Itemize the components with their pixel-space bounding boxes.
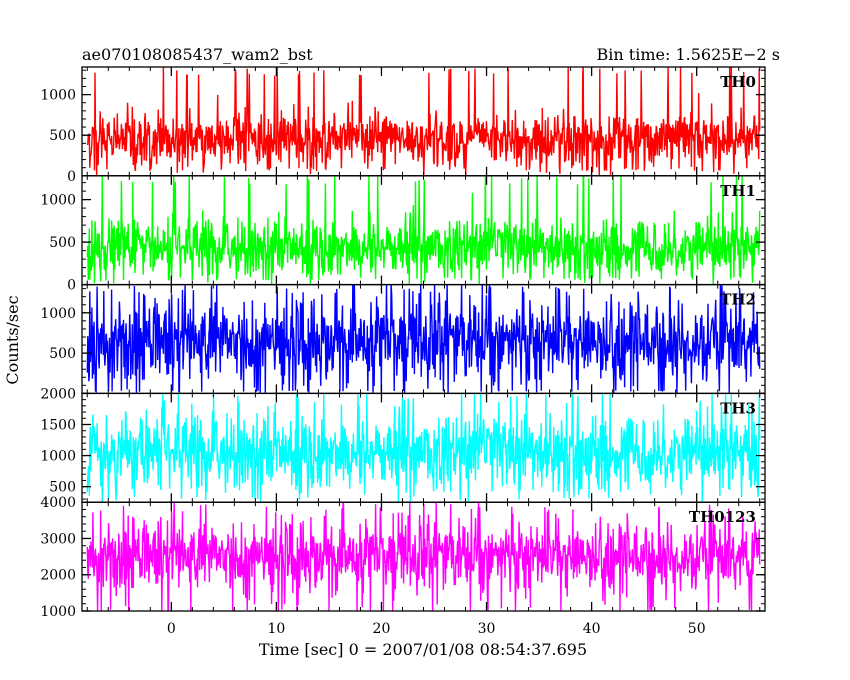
series-th0123 [86, 502, 761, 612]
y-tick-label: 500 [49, 346, 76, 362]
chart-title-right: Bin time: 1.5625E−2 s [597, 45, 780, 64]
y-tick-label: 1000 [40, 449, 76, 465]
series-th1 [86, 175, 761, 285]
panel-label: TH0123 [689, 508, 756, 526]
y-tick-label: 500 [49, 235, 76, 251]
y-tick-label: 4000 [40, 495, 76, 511]
y-tick-label: 0 [67, 169, 76, 185]
y-tick-label: 1500 [40, 417, 76, 433]
chart-title-left: ae070108085437_wam2_bst [82, 45, 313, 64]
panel-th1: 0 500 1000 TH1 [40, 175, 766, 294]
y-tick-label: 2000 [40, 386, 76, 402]
panel-th0: 0 500 1000 TH0 [40, 66, 766, 185]
y-tick-label: 0 [67, 278, 76, 294]
y-tick-label: 1000 [40, 88, 76, 104]
panel-label: TH3 [720, 399, 756, 417]
y-tick-label: 500 [49, 480, 76, 496]
x-tick-label: 20 [373, 621, 391, 637]
panels: 05001000TH005001000TH15001000TH250010001… [40, 66, 766, 637]
panel-label: TH0 [720, 73, 756, 91]
panel-th2: 500 1000 TH2 [40, 283, 766, 395]
panel-th0123: 1000 2000 3000 4000 TH0123 [40, 495, 766, 620]
series-th0 [86, 67, 761, 176]
x-tick-label: 0 [167, 621, 176, 637]
panel-label: TH1 [720, 182, 756, 200]
x-tick-label: 10 [267, 621, 285, 637]
x-tick-label: 30 [478, 621, 496, 637]
series-th2 [86, 284, 761, 394]
panel-th3: 500 1000 1500 2000 TH3 [40, 386, 766, 503]
y-tick-label: 1000 [40, 193, 76, 209]
y-tick-label: 500 [49, 128, 76, 144]
y-axis-label: Counts/sec [3, 295, 22, 384]
series-th3 [86, 393, 761, 502]
x-tick-label: 40 [583, 621, 601, 637]
x-axis-label: Time [sec] 0 = 2007/01/08 08:54:37.695 [259, 640, 587, 659]
x-tick-label: 50 [688, 621, 706, 637]
y-tick-label: 2000 [40, 568, 76, 584]
y-tick-label: 3000 [40, 531, 76, 547]
panel-label: TH2 [720, 291, 756, 309]
y-tick-label: 1000 [40, 306, 76, 322]
y-tick-label: 1000 [40, 604, 76, 620]
